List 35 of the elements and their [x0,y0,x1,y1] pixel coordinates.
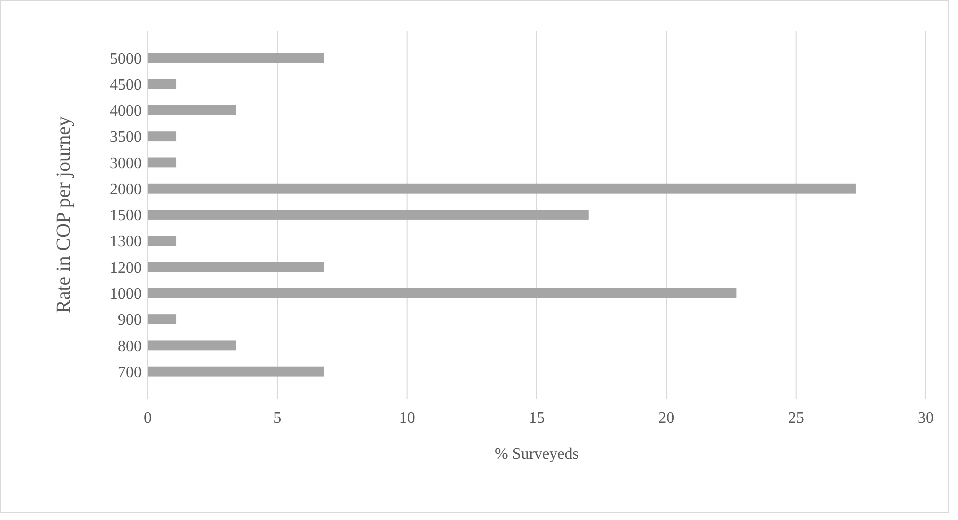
bar [148,158,177,168]
y-tick-label: 700 [118,364,142,382]
x-axis-title: % Surveyeds [495,446,579,463]
x-tick-label: 30 [918,410,934,427]
y-tick-label: 800 [118,338,142,356]
y-tick-label: 2000 [110,181,142,198]
x-tick-label: 5 [274,410,282,427]
y-tick-label: 1500 [110,208,142,225]
y-tick-label: 3500 [110,129,142,146]
bar [148,53,324,64]
x-tick-label: 15 [529,410,545,427]
bar [148,210,589,220]
y-tick-label: 3000 [110,155,142,172]
x-tick-label: 10 [399,410,416,427]
y-tick-label: 5000 [110,50,142,68]
bar [148,79,177,90]
bar [148,236,177,246]
y-tick-label: 4000 [110,103,142,120]
x-tick-label: 25 [788,410,804,427]
y-tick-label: 1200 [110,260,142,277]
y-axis-title: Rate in COP per journey [53,116,75,314]
bar [148,340,236,351]
bar [148,314,177,325]
bar [148,262,324,272]
bar [148,184,856,194]
y-tick-label: 4500 [110,76,142,94]
bar [148,288,737,298]
x-tick-label: 0 [144,410,152,427]
bar [148,105,236,116]
bar [148,366,324,377]
y-tick-label: 1300 [110,234,142,251]
x-tick-label: 20 [658,410,675,427]
bar [148,132,177,142]
y-tick-label: 900 [118,312,142,330]
y-tick-label: 1000 [110,286,142,304]
